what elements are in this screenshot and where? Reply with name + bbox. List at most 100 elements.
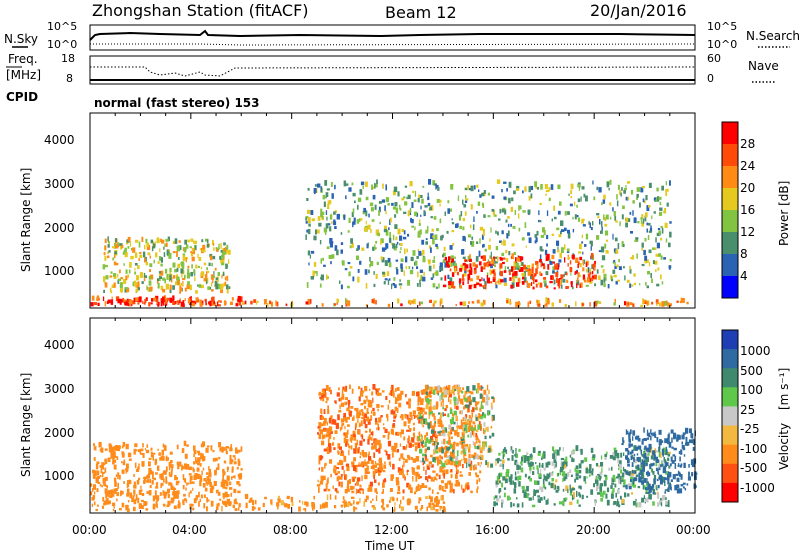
data-cell — [553, 483, 555, 489]
data-cell — [658, 196, 662, 200]
data-cell — [163, 493, 167, 499]
data-cell — [633, 445, 637, 451]
data-cell — [554, 216, 557, 220]
data-cell — [307, 217, 311, 223]
data-cell — [452, 413, 455, 417]
data-cell — [623, 469, 627, 472]
data-cell — [173, 493, 177, 499]
velocity-cbar-tick-m500: -500 — [740, 461, 767, 475]
data-cell — [101, 472, 105, 475]
data-cell — [518, 481, 521, 487]
data-cell — [549, 261, 553, 265]
data-cell — [615, 476, 619, 479]
data-cell — [211, 289, 213, 292]
data-cell — [217, 502, 220, 507]
data-cell — [431, 228, 434, 232]
data-cell — [646, 205, 650, 211]
data-cell — [369, 256, 371, 262]
data-cell — [663, 301, 667, 306]
data-cell — [133, 499, 137, 505]
data-cell — [102, 496, 105, 502]
data-cell — [382, 183, 384, 189]
data-cell — [648, 448, 651, 453]
data-cell — [207, 445, 210, 448]
data-cell — [621, 443, 624, 446]
data-cell — [172, 491, 175, 496]
data-cell — [151, 471, 154, 474]
data-cell — [464, 390, 468, 395]
data-cell — [554, 267, 558, 270]
data-cell — [400, 258, 404, 262]
data-cell — [189, 490, 192, 494]
data-cell — [222, 447, 226, 451]
data-cell — [431, 386, 434, 393]
data-cell — [529, 454, 533, 458]
data-cell — [492, 210, 495, 216]
data-cell — [413, 432, 416, 439]
data-cell — [330, 431, 333, 434]
data-cell — [538, 219, 540, 223]
data-cell — [343, 180, 347, 187]
data-cell — [384, 247, 387, 250]
data-cell — [613, 248, 617, 253]
data-cell — [160, 298, 164, 304]
data-cell — [381, 199, 386, 203]
data-cell — [212, 239, 214, 246]
data-cell — [640, 187, 644, 193]
data-cell — [455, 223, 459, 228]
data-cell — [514, 275, 518, 279]
data-cell — [657, 493, 660, 499]
data-cell — [160, 285, 164, 291]
data-cell — [645, 462, 648, 467]
data-cell — [563, 463, 567, 469]
data-cell — [360, 181, 365, 186]
data-cell — [339, 404, 341, 409]
data-cell — [99, 484, 102, 487]
data-cell — [323, 488, 327, 492]
data-cell — [394, 502, 396, 506]
data-cell — [625, 448, 629, 452]
data-cell — [217, 272, 220, 276]
data-cell — [611, 466, 613, 471]
data-cell — [417, 400, 420, 406]
power-cbar-tick-24: 24 — [740, 159, 755, 173]
data-cell — [187, 265, 190, 269]
data-cell — [285, 303, 288, 306]
data-cell — [224, 281, 227, 286]
data-cell — [133, 506, 136, 512]
data-cell — [397, 228, 401, 235]
data-cell — [105, 275, 109, 280]
data-cell — [552, 453, 556, 459]
data-cell — [629, 471, 633, 477]
data-cell — [609, 179, 612, 185]
data-cell — [380, 405, 384, 408]
data-cell — [220, 242, 222, 249]
data-cell — [361, 449, 365, 456]
data-cell — [665, 188, 669, 192]
data-cell — [543, 467, 546, 471]
data-cell — [115, 296, 120, 302]
data-cell — [562, 500, 565, 505]
data-cell — [495, 498, 500, 502]
data-cell — [536, 230, 539, 236]
data-cell — [548, 197, 551, 202]
data-cell — [204, 487, 208, 492]
data-cell — [320, 423, 324, 427]
data-cell — [104, 476, 108, 481]
data-cell — [545, 499, 548, 505]
data-cell — [400, 414, 404, 417]
data-cell — [551, 218, 553, 222]
data-cell — [210, 282, 213, 287]
data-cell — [346, 466, 350, 472]
data-cell — [189, 284, 192, 291]
data-cell — [457, 195, 460, 202]
data-cell — [392, 234, 395, 241]
data-cell — [610, 216, 612, 220]
data-cell — [113, 276, 117, 279]
data-cell — [111, 296, 113, 302]
data-cell — [146, 444, 149, 448]
data-cell — [226, 275, 229, 281]
data-cell — [518, 448, 521, 452]
data-cell — [591, 470, 594, 476]
data-cell — [659, 207, 663, 211]
